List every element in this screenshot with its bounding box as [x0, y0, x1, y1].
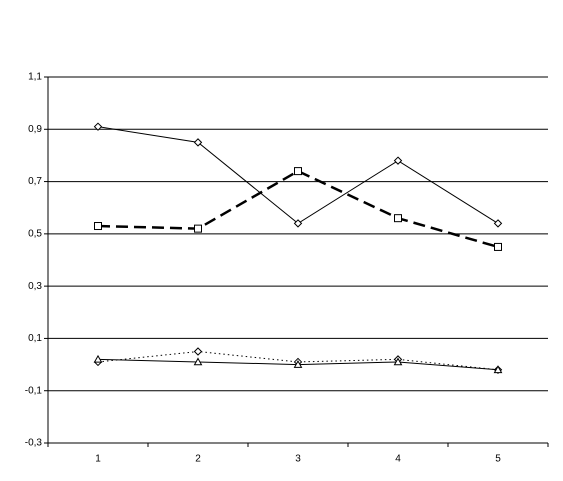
- x-tick-label: 4: [395, 454, 401, 465]
- x-tick-label: 1: [95, 454, 101, 465]
- marker: [193, 347, 203, 356]
- marker: [94, 222, 102, 231]
- y-tick-label: 0,1: [28, 333, 42, 344]
- marker: [393, 357, 403, 366]
- marker: [293, 360, 303, 368]
- marker: [394, 214, 402, 223]
- marker: [493, 219, 503, 228]
- marker: [493, 365, 503, 374]
- marker: [294, 167, 302, 176]
- marker: [193, 357, 203, 366]
- x-tick-label: 5: [495, 454, 501, 465]
- y-tick-label: -0,3: [25, 438, 43, 449]
- marker: [193, 138, 203, 147]
- y-tick-label: 1,1: [28, 72, 42, 83]
- x-tick-label: 2: [195, 454, 201, 465]
- y-tick-label: 0,5: [28, 228, 42, 239]
- marker: [293, 219, 303, 228]
- marker: [93, 354, 103, 363]
- y-tick-label: 0,7: [28, 176, 42, 187]
- series-line: [97, 169, 499, 249]
- marker: [393, 156, 403, 165]
- y-tick-label: 0,9: [28, 124, 42, 135]
- y-tick-label: -0,1: [25, 385, 43, 396]
- x-tick-label: 3: [295, 454, 301, 465]
- marker: [93, 122, 103, 131]
- marker: [494, 242, 502, 251]
- marker: [194, 224, 202, 233]
- y-tick-label: 0,3: [28, 281, 42, 292]
